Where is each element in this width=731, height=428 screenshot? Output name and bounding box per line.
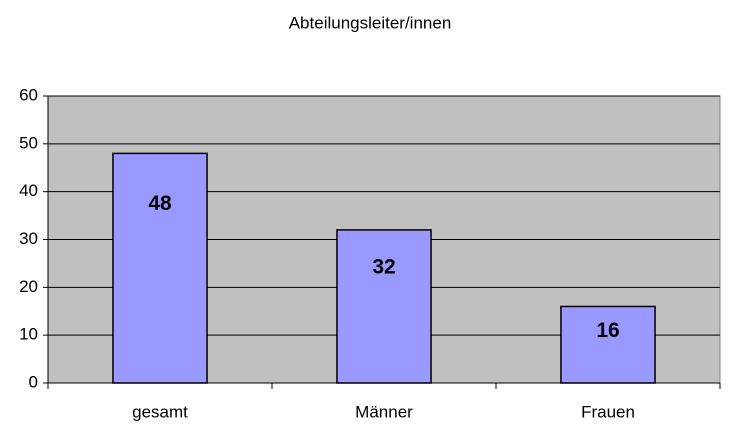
y-tick-label: 10 bbox=[19, 325, 38, 344]
data-label: 48 bbox=[148, 192, 172, 215]
bar bbox=[336, 229, 432, 384]
y-tick-label: 40 bbox=[19, 181, 38, 200]
x-tick-label: Männer bbox=[355, 402, 413, 421]
chart-title: Abteilungsleiter/innen bbox=[289, 13, 452, 32]
data-label: 16 bbox=[596, 319, 619, 342]
y-tick-label: 20 bbox=[19, 277, 38, 296]
y-tick-label: 30 bbox=[19, 229, 38, 248]
y-tick-label: 50 bbox=[19, 133, 38, 152]
bar bbox=[112, 152, 208, 384]
x-tick-label: gesamt bbox=[132, 402, 188, 421]
y-tick-label: 0 bbox=[29, 372, 38, 391]
x-tick-label: Frauen bbox=[581, 402, 635, 421]
data-label: 32 bbox=[372, 256, 395, 279]
y-tick-label: 60 bbox=[19, 85, 38, 104]
bar bbox=[560, 305, 656, 384]
